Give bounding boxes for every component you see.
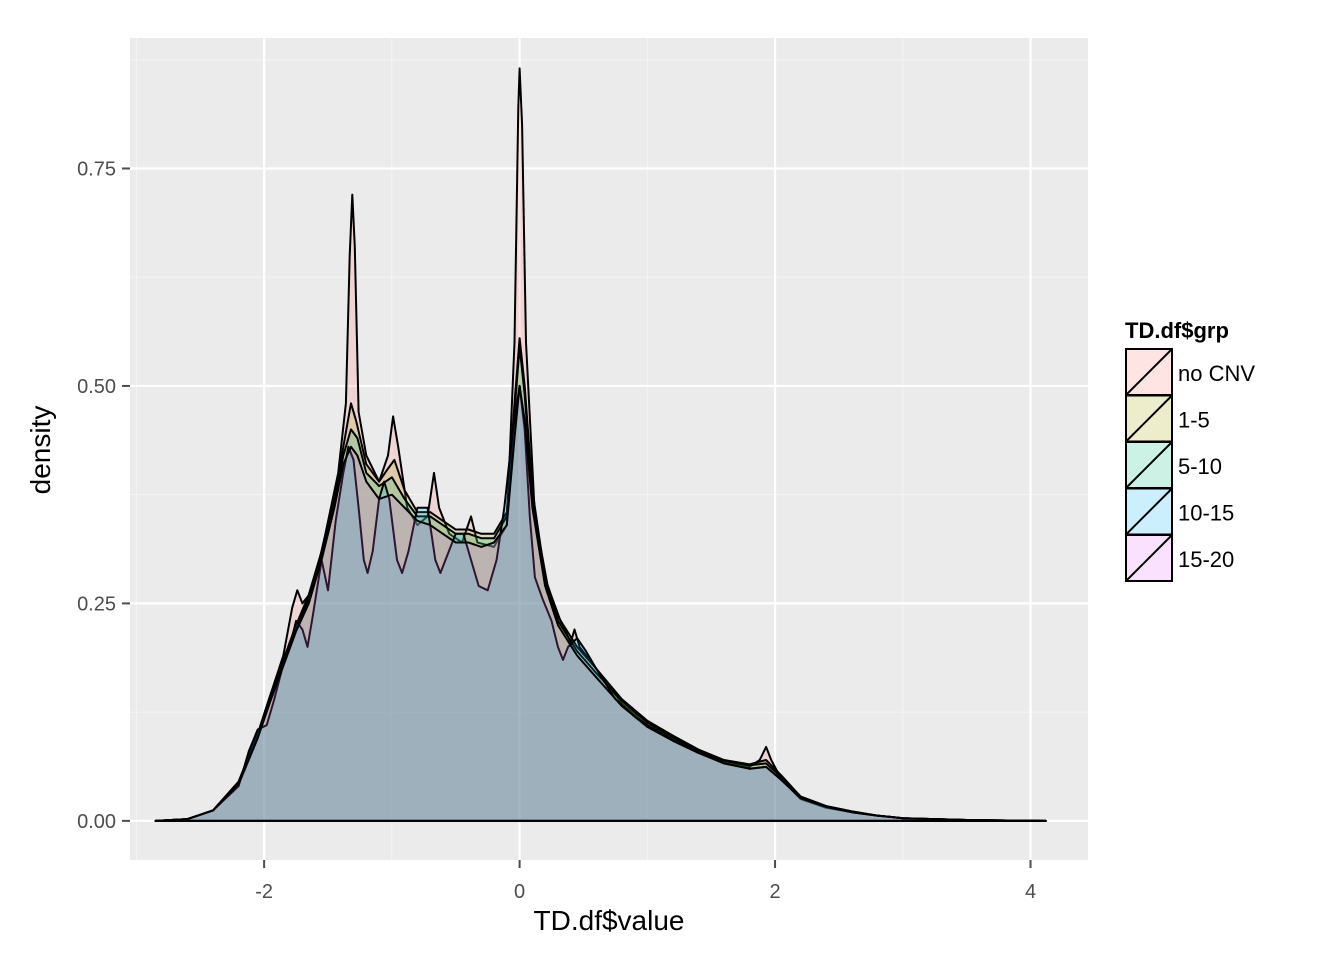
axis-ticks: -2 0 2 4 0.00 0.25 0.50 0.75 [77,158,1036,903]
legend-key-10-15 [1125,487,1173,536]
y-tick-label: 0.00 [77,811,116,833]
legend: TD.df$grp no CNV 1-5 5-10 10-15 15-20 [1125,318,1255,582]
density-area-10-15 [154,384,1047,822]
plot-panel [130,38,1088,860]
density-areas [154,67,1047,822]
x-axis-title: TD.df$value [534,905,685,936]
y-tick-label: 0.25 [77,593,116,615]
legend-key-no-cnv [1125,348,1173,396]
legend-label: no CNV [1178,361,1255,386]
x-tick-label: 4 [1025,881,1036,903]
legend-title: TD.df$grp [1125,318,1229,343]
legend-key-5-10 [1125,441,1173,489]
density-area-15-20 [154,384,1047,822]
grid-minor [130,38,1088,860]
density-area-1-5 [154,337,1047,822]
legend-key-1-5 [1125,394,1173,443]
grid-major [130,38,1088,860]
legend-key-15-20 [1125,534,1173,582]
y-tick-label: 0.50 [77,376,116,398]
x-tick-label: 0 [514,881,525,903]
legend-label: 15-20 [1178,547,1234,572]
legend-label: 5-10 [1178,454,1222,479]
y-tick-label: 0.75 [77,158,116,180]
x-tick-label: -2 [255,881,273,903]
x-tick-label: 2 [769,881,780,903]
legend-label: 10-15 [1178,501,1234,526]
y-axis-title: density [25,406,56,495]
legend-label: 1-5 [1178,408,1210,433]
